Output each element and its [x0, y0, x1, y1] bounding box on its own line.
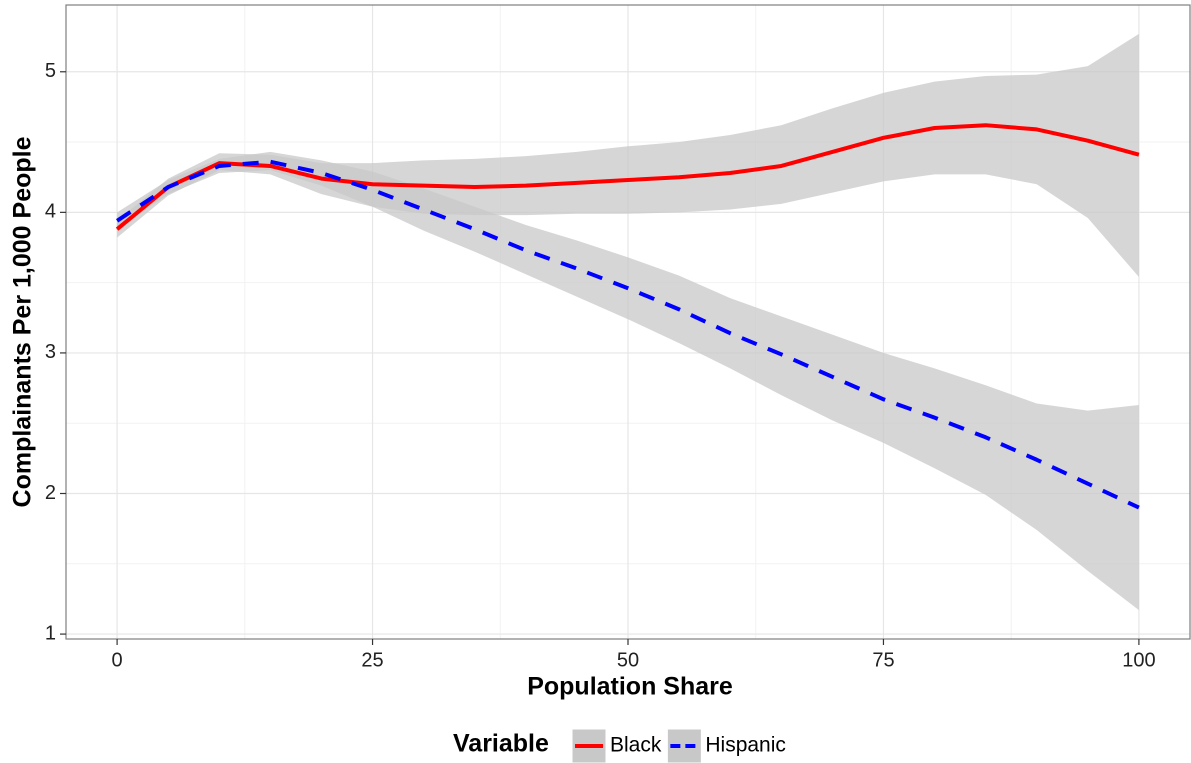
x-axis-title: Population Share: [527, 673, 733, 701]
y-axis-title: Complainants Per 1,000 People: [9, 136, 37, 507]
legend-label: Hispanic: [705, 734, 786, 757]
x-tick-label: 0: [112, 649, 123, 671]
legend-title: Variable: [453, 730, 549, 758]
confidence-band: [117, 151, 1139, 611]
x-tick-label: 50: [617, 649, 639, 671]
y-tick-label: 5: [45, 60, 56, 82]
confidence-band: [117, 33, 1139, 278]
y-tick-label: 1: [45, 622, 56, 644]
x-tick-label: 75: [872, 649, 894, 671]
series-line: [115, 123, 1140, 231]
x-tick-label: 100: [1122, 649, 1155, 671]
y-tick-label: 4: [45, 201, 56, 223]
legend-label: Black: [610, 734, 662, 757]
y-tick-label: 3: [45, 341, 56, 363]
x-tick-label: 25: [361, 649, 383, 671]
bands: [117, 33, 1139, 611]
y-tick-label: 2: [45, 482, 56, 504]
series-line: [115, 159, 1140, 510]
